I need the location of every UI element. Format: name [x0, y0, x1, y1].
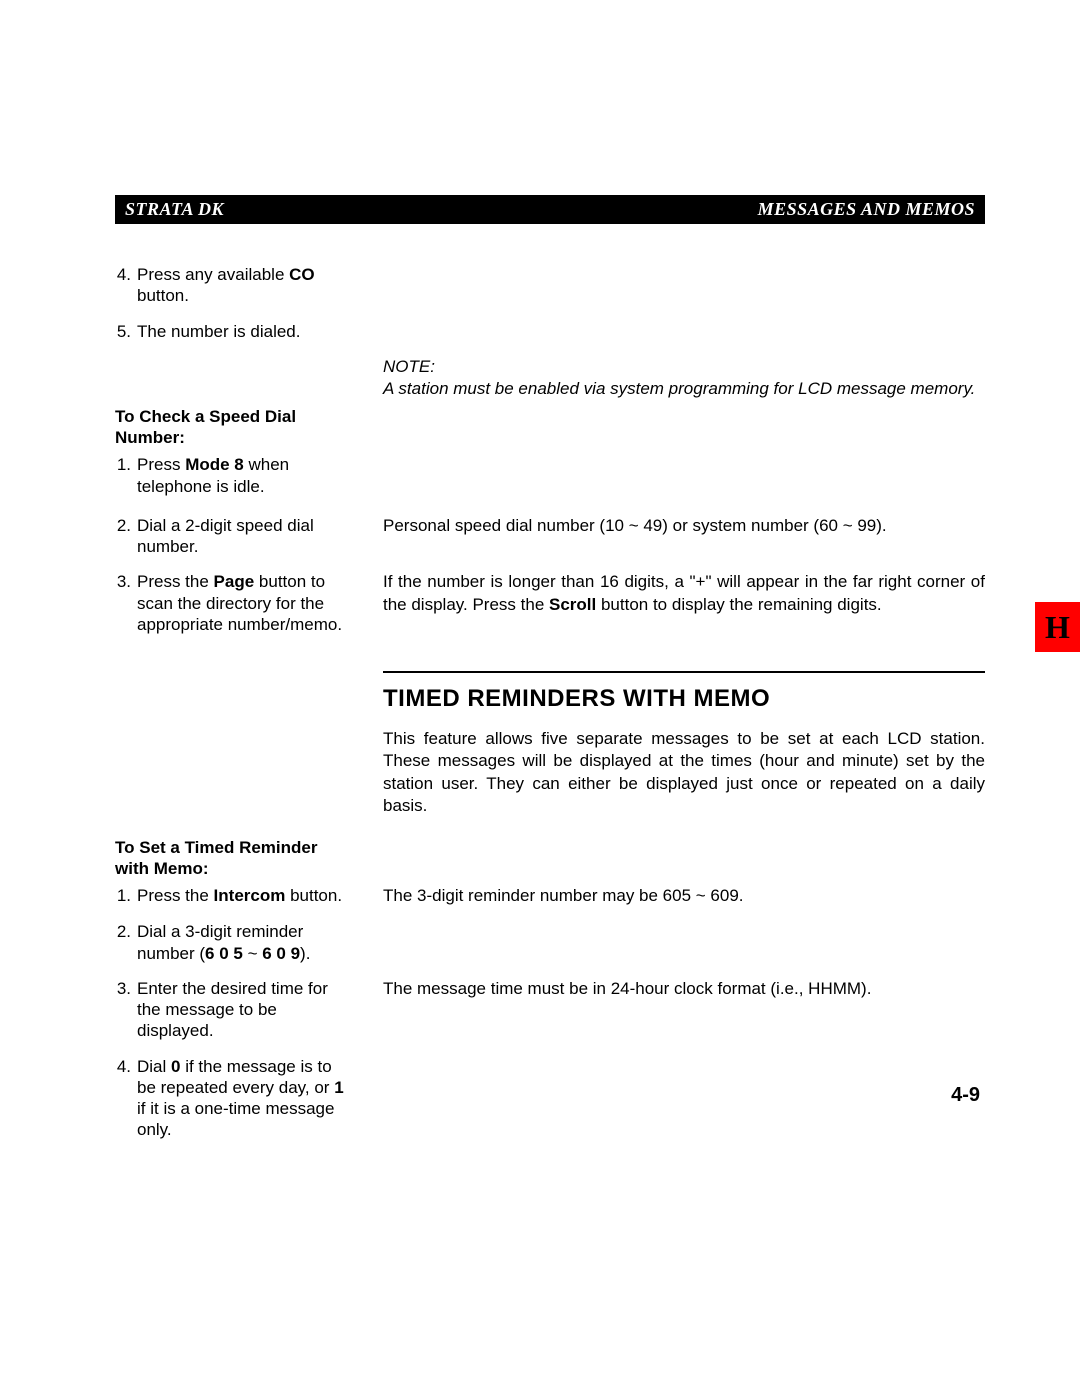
- row-top: 4. Press any available CO button. 5. The…: [115, 224, 985, 356]
- text: Press any available: [137, 265, 289, 284]
- check-step-1: 1. Press Mode 8 when telephone is idle.: [115, 454, 355, 497]
- section-rule: [383, 671, 985, 673]
- bold-scroll: Scroll: [549, 595, 596, 614]
- text: ).: [300, 944, 310, 963]
- section-intro: This feature allows five separate messag…: [383, 728, 985, 816]
- left-set-4: 4. Dial 0 if the message is to be repeat…: [115, 1056, 355, 1155]
- text: button to display the remaining digits.: [596, 595, 881, 614]
- left-check-3: 3. Press the Page button to scan the dir…: [115, 571, 355, 649]
- row-set-1: 1. Press the Intercom button. The 3-digi…: [115, 885, 985, 921]
- bold-one: 1: [334, 1078, 343, 1097]
- right-set-3: The message time must be in 24-hour cloc…: [383, 978, 985, 1056]
- step-body: Dial 0 if the message is to be repeated …: [137, 1056, 355, 1141]
- left-empty: [115, 356, 355, 400]
- text: button.: [285, 886, 342, 905]
- row-set-3: 3. Enter the desired time for the messag…: [115, 978, 985, 1056]
- text: ~: [243, 944, 262, 963]
- bold-609: 6 0 9: [262, 944, 300, 963]
- right-check-3: If the number is longer than 16 digits, …: [383, 571, 985, 649]
- note-block: NOTE: A station must be enabled via syst…: [383, 356, 985, 400]
- page-number: 4-9: [951, 1084, 980, 1107]
- text: Press the: [137, 886, 214, 905]
- step-num: 1.: [115, 454, 137, 497]
- set-heading: To Set a Timed Reminder with Memo:: [115, 837, 355, 880]
- step-body: The number is dialed.: [137, 321, 355, 342]
- note-label: NOTE:: [383, 356, 985, 378]
- right-text-set1: The 3-digit reminder number may be 605 ~…: [383, 885, 985, 907]
- left-col-top: 4. Press any available CO button. 5. The…: [115, 264, 355, 356]
- check-heading-col: To Check a Speed Dial Number: 1. Press M…: [115, 406, 355, 511]
- bold-intercom: Intercom: [214, 886, 286, 905]
- step-num: 3.: [115, 571, 137, 635]
- right-text-set3: The message time must be in 24-hour cloc…: [383, 978, 985, 1000]
- left-check-2: 2. Dial a 2-digit speed dial number.: [115, 515, 355, 572]
- text: Press: [137, 455, 185, 474]
- step-body: Enter the desired time for the message t…: [137, 978, 355, 1042]
- text: Dial: [137, 1057, 171, 1076]
- check-step-3: 3. Press the Page button to scan the dir…: [115, 571, 355, 635]
- bold-mode8: Mode 8: [185, 455, 244, 474]
- bold-co: CO: [289, 265, 315, 284]
- row-note: NOTE: A station must be enabled via syst…: [115, 356, 985, 400]
- section-title: TIMED REMINDERS WITH MEMO: [383, 683, 985, 714]
- left-set-2: 2. Dial a 3-digit reminder number (6 0 5…: [115, 921, 355, 978]
- right-col-top: [383, 264, 985, 356]
- set-step-1: 1. Press the Intercom button.: [115, 885, 355, 906]
- set-step-2: 2. Dial a 3-digit reminder number (6 0 5…: [115, 921, 355, 964]
- header-left: STRATA DK: [125, 199, 224, 220]
- step-num: 4.: [115, 1056, 137, 1141]
- left-set-1: 1. Press the Intercom button.: [115, 885, 355, 921]
- header-bar: STRATA DK MESSAGES AND MEMOS: [115, 195, 985, 224]
- right-empty-set: [383, 837, 985, 886]
- step-num: 2.: [115, 515, 137, 558]
- right-empty: [383, 406, 985, 511]
- step-num: 4.: [115, 264, 137, 307]
- step-body: Press Mode 8 when telephone is idle.: [137, 454, 355, 497]
- step-body: Press the Page button to scan the direct…: [137, 571, 355, 635]
- text: button.: [137, 286, 189, 305]
- step-num: 5.: [115, 321, 137, 342]
- step-body: Dial a 2-digit speed dial number.: [137, 515, 355, 558]
- right-set-4: [383, 1056, 985, 1155]
- header-right: MESSAGES AND MEMOS: [758, 199, 975, 220]
- left-set-3: 3. Enter the desired time for the messag…: [115, 978, 355, 1056]
- bold-605: 6 0 5: [205, 944, 243, 963]
- step-num: 3.: [115, 978, 137, 1042]
- step-num: 2.: [115, 921, 137, 964]
- section-col: TIMED REMINDERS WITH MEMO This feature a…: [383, 649, 985, 817]
- step-num: 1.: [115, 885, 137, 906]
- step-body: Dial a 3-digit reminder number (6 0 5 ~ …: [137, 921, 355, 964]
- row-set-2: 2. Dial a 3-digit reminder number (6 0 5…: [115, 921, 985, 978]
- set-step-4: 4. Dial 0 if the message is to be repeat…: [115, 1056, 355, 1141]
- check-heading: To Check a Speed Dial Number:: [115, 406, 355, 449]
- row-set-4: 4. Dial 0 if the message is to be repeat…: [115, 1056, 985, 1155]
- bold-page: Page: [214, 572, 255, 591]
- step-body: Press any available CO button.: [137, 264, 355, 307]
- right-set-2: [383, 921, 985, 978]
- set-heading-col: To Set a Timed Reminder with Memo:: [115, 837, 355, 886]
- row-check-3: 3. Press the Page button to scan the dir…: [115, 571, 985, 649]
- note-body: A station must be enabled via system pro…: [383, 378, 985, 400]
- page-container: STRATA DK MESSAGES AND MEMOS 4. Press an…: [0, 0, 1080, 1155]
- left-empty-section: [115, 649, 355, 817]
- right-text-2: Personal speed dial number (10 ~ 49) or …: [383, 515, 985, 537]
- right-check-2: Personal speed dial number (10 ~ 49) or …: [383, 515, 985, 572]
- row-check-2: 2. Dial a 2-digit speed dial number. Per…: [115, 511, 985, 572]
- row-section: TIMED REMINDERS WITH MEMO This feature a…: [115, 649, 985, 817]
- step-5: 5. The number is dialed.: [115, 321, 355, 342]
- set-step-3: 3. Enter the desired time for the messag…: [115, 978, 355, 1042]
- step-4: 4. Press any available CO button.: [115, 264, 355, 307]
- right-text-3: If the number is longer than 16 digits, …: [383, 571, 985, 615]
- check-step-2: 2. Dial a 2-digit speed dial number.: [115, 515, 355, 558]
- step-body: Press the Intercom button.: [137, 885, 355, 906]
- row-set-head: To Set a Timed Reminder with Memo:: [115, 817, 985, 886]
- text: if it is a one-time message only.: [137, 1099, 334, 1139]
- side-tab-h: H: [1035, 602, 1080, 652]
- right-set-1: The 3-digit reminder number may be 605 ~…: [383, 885, 985, 921]
- text: Press the: [137, 572, 214, 591]
- row-check-head: To Check a Speed Dial Number: 1. Press M…: [115, 400, 985, 511]
